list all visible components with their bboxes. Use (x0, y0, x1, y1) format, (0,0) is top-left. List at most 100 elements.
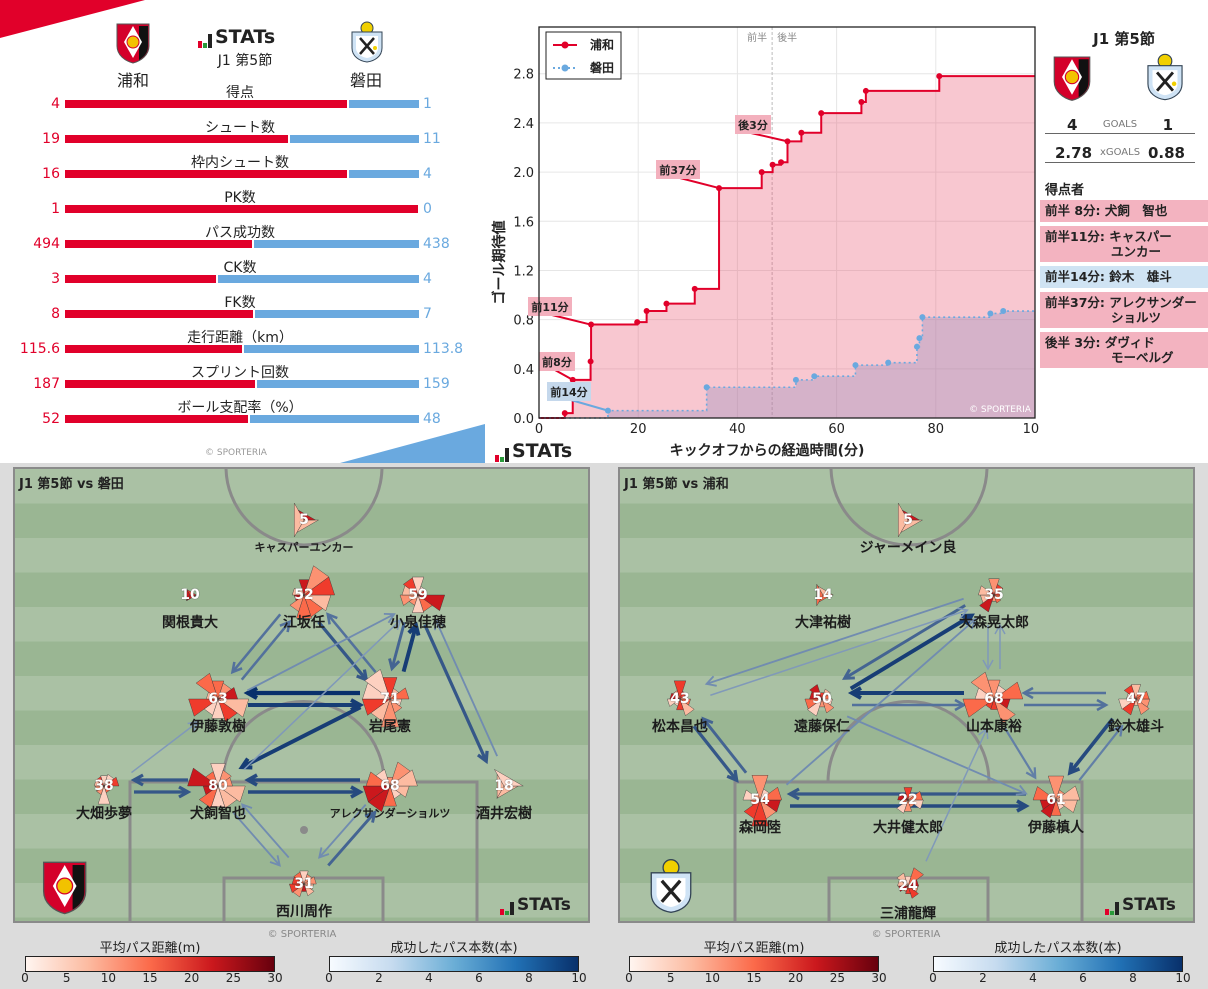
player-name: 大津祐樹 (795, 615, 851, 631)
home-stat-value: 52 (42, 411, 60, 427)
stats-brand-logo: STATs (198, 26, 275, 48)
pass-distance-rose (399, 576, 446, 613)
x-tick-label: 80 (928, 422, 945, 437)
pass-map-away: 5 ジャーメイン良 14 大津祐樹 35 大森晃太郎 43 松本昌也 50 遠藤保仁 68 山本康裕 4… (618, 467, 1195, 923)
home-stat-value: 115.6 (19, 341, 60, 357)
pass-map-title: J1 第5節 vs 浦和 (624, 477, 729, 492)
player-number: 59 (408, 587, 428, 603)
pass-map-title: J1 第5節 vs 磐田 (19, 477, 124, 492)
distance-tick: 20 (788, 971, 804, 985)
distance-tick: 25 (829, 971, 845, 985)
y-tick-label: 0.4 (513, 363, 534, 378)
player-name: 西川周作 (276, 904, 332, 920)
pass-arrow (1067, 717, 1115, 776)
xg-point (588, 321, 595, 328)
stats-logo-icon (1105, 901, 1119, 915)
xgoals-row: 2.78 xGOALS 0.88 (1045, 143, 1195, 163)
first-half-label: 前半 (747, 31, 767, 44)
scorer-name: キャスパー (1109, 229, 1172, 244)
home-stat-bar (65, 310, 253, 318)
count-tick: 4 (1029, 971, 1037, 985)
away-stat-bar (349, 100, 419, 108)
xg-point (919, 314, 926, 321)
annotation-box (539, 352, 575, 371)
stat-label: FK数 (224, 295, 256, 311)
pass-arrow (1021, 686, 1106, 700)
urawa-logo (1053, 56, 1091, 101)
away-stat-value: 4 (423, 271, 432, 287)
urawa-logo (42, 861, 87, 915)
player-name: 三浦龍輝 (880, 906, 936, 922)
home-goals: 4 (1067, 115, 1078, 134)
y-tick-label: 0.0 (513, 412, 534, 427)
goal-time: 前半11分: (1045, 229, 1105, 244)
goal-annotation: 前37分 (659, 163, 696, 177)
scorer-name: アレクサンダー (1109, 295, 1197, 310)
home-team-name: 浦和 (116, 71, 149, 90)
pass-arrow (246, 612, 396, 692)
pass-arrow (244, 773, 360, 787)
pass-arrow (240, 619, 292, 681)
xg-point (758, 169, 765, 176)
count-tick: 6 (1079, 971, 1087, 985)
player-name: 山本康裕 (966, 719, 1022, 735)
annotation-box (547, 382, 591, 401)
distance-tick: 5 (62, 971, 71, 985)
pass-arrow (241, 803, 290, 859)
home-stat-value: 3 (51, 271, 60, 287)
pass-arrow (318, 803, 367, 859)
away-stat-value: 438 (423, 236, 450, 252)
goal-annotation: 後3分 (738, 118, 768, 132)
stat-label: シュート数 (205, 120, 275, 136)
pass-distance-rose (289, 565, 335, 619)
xg-point (862, 87, 869, 94)
annotation-pointer (679, 177, 720, 190)
player-name: 伊藤敦樹 (190, 719, 246, 735)
copyright: © SPORTERIA (267, 929, 337, 940)
player-number: 18 (494, 778, 514, 794)
player-number: 10 (180, 587, 200, 603)
player-name: 大森晃太郎 (959, 615, 1029, 631)
annotation-box (656, 160, 700, 179)
xg-point (858, 99, 865, 106)
y-tick-label: 1.6 (513, 215, 534, 230)
pass-arrow (238, 705, 362, 770)
count-tick: 2 (375, 971, 383, 985)
x-tick-label: 20 (630, 422, 647, 437)
pass-distance-rose (804, 684, 835, 717)
pass-distance-rose (896, 787, 924, 814)
pass-arrow (130, 773, 188, 787)
distance-tick: 30 (267, 971, 283, 985)
home-stat-value: 187 (33, 376, 60, 392)
count-colorbar (933, 956, 1183, 972)
pass-distance-rose (186, 588, 198, 602)
pass-distance-rose (978, 578, 1004, 613)
away-goals: 1 (1162, 115, 1173, 134)
scorer-item: 前半37分: アレクサンダー ショルツ (1040, 292, 1208, 328)
xgoals-label: xGOALS (1099, 147, 1141, 158)
goal-time: 前半 8分: (1045, 203, 1101, 218)
player-number: 35 (984, 587, 1004, 603)
pass-distance-rose (188, 672, 250, 723)
plot-frame (538, 26, 1036, 419)
stat-label: 枠内シュート数 (191, 155, 289, 171)
pass-arrow (925, 727, 989, 862)
goal-annotation: 前14分 (550, 385, 587, 399)
pass-arrow (232, 811, 281, 867)
iwata-logo (351, 21, 383, 63)
annotation-pointer (570, 399, 609, 412)
away-team-name: 磐田 (349, 71, 382, 90)
pass-distance-rose (294, 502, 320, 538)
xg-point (916, 335, 923, 342)
distance-colorbar (25, 956, 275, 972)
home-stat-bar (65, 345, 243, 353)
penalty-area (128, 780, 479, 921)
copyright: © SPORTERIA (205, 448, 267, 458)
scorer-name-cont: モーベルグ (1111, 350, 1174, 365)
stat-label: パス成功数 (205, 225, 275, 241)
distance-tick: 20 (184, 971, 200, 985)
iwata-logo (650, 859, 692, 913)
player-number: 80 (208, 778, 228, 794)
xg-point (691, 285, 698, 292)
